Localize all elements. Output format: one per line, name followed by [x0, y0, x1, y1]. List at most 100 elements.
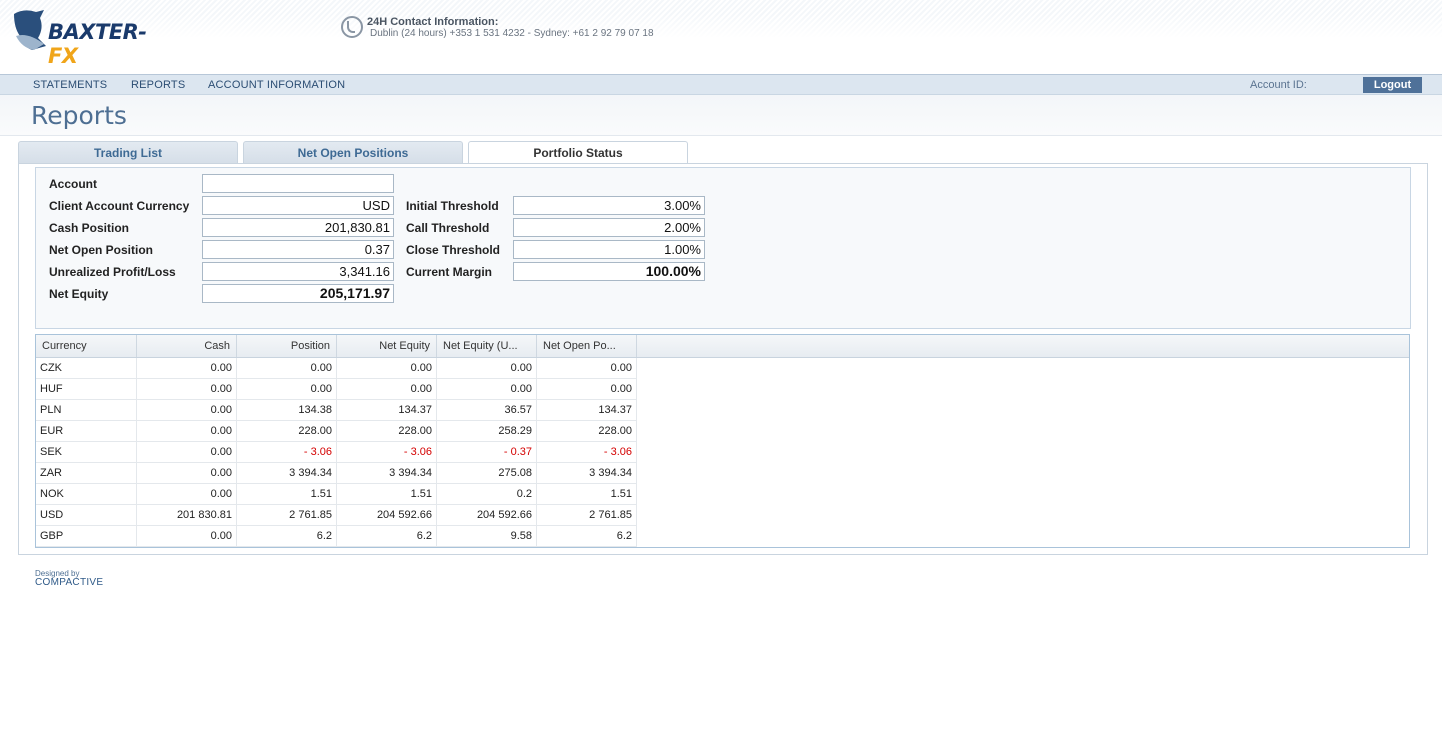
cell-net-equity: 3 394.34: [337, 463, 437, 484]
cell-position: 0.00: [237, 358, 337, 379]
cell-position: 6.2: [237, 526, 337, 547]
initial-threshold-field[interactable]: 3.00%: [513, 196, 705, 215]
cell-cash: 0.00: [137, 442, 237, 463]
cell-currency: USD: [36, 505, 137, 526]
cell-net-equity-usd: 258.29: [437, 421, 537, 442]
account-field[interactable]: [202, 174, 394, 193]
cell-cash: 0.00: [137, 358, 237, 379]
net-open-position-field[interactable]: 0.37: [202, 240, 394, 259]
cell-net-open-position: 0.00: [537, 379, 637, 400]
cell-cash: 0.00: [137, 526, 237, 547]
kangaroo-logo-icon: [14, 10, 46, 50]
main-nav: STATEMENTS REPORTS ACCOUNT INFORMATION A…: [0, 74, 1442, 95]
table-row[interactable]: CZK 0.00 0.00 0.00 0.00 0.00: [36, 358, 637, 379]
currency-grid: Currency Cash Position Net Equity Net Eq…: [35, 334, 1410, 548]
table-row[interactable]: HUF 0.00 0.00 0.00 0.00 0.00: [36, 379, 637, 400]
title-band: Reports: [0, 95, 1442, 136]
cell-net-equity-usd: 9.58: [437, 526, 537, 547]
cell-net-open-position: 2 761.85: [537, 505, 637, 526]
account-label: Account: [49, 177, 97, 191]
call-threshold-label: Call Threshold: [406, 221, 490, 235]
cell-net-equity: 0.00: [337, 358, 437, 379]
footer-designed-by: Designed by: [35, 569, 80, 578]
cell-currency: CZK: [36, 358, 137, 379]
table-row[interactable]: USD 201 830.81 2 761.85 204 592.66 204 592.6…: [36, 505, 637, 526]
account-id-label: Account ID:: [1250, 79, 1307, 91]
cell-net-open-position: 1.51: [537, 484, 637, 505]
column-header-net-equity[interactable]: Net Equity: [337, 335, 437, 357]
current-margin-label: Current Margin: [406, 265, 493, 279]
cell-currency: HUF: [36, 379, 137, 400]
tab-net-open-positions[interactable]: Net Open Positions: [243, 141, 463, 164]
cell-net-open-position: 228.00: [537, 421, 637, 442]
cell-cash: 0.00: [137, 400, 237, 421]
tab-portfolio-status[interactable]: Portfolio Status: [468, 141, 688, 165]
column-header-net-equity-usd[interactable]: Net Equity (U...: [437, 335, 537, 357]
cell-currency: PLN: [36, 400, 137, 421]
cell-position: 3 394.34: [237, 463, 337, 484]
column-header-cash[interactable]: Cash: [137, 335, 237, 357]
cell-net-equity-usd: 0.00: [437, 358, 537, 379]
cell-currency: ZAR: [36, 463, 137, 484]
cell-net-equity: 228.00: [337, 421, 437, 442]
cell-net-equity: - 3.06: [337, 442, 437, 463]
table-row[interactable]: GBP 0.00 6.2 6.2 9.58 6.2: [36, 526, 637, 547]
net-equity-label: Net Equity: [49, 287, 109, 301]
table-row[interactable]: ZAR 0.00 3 394.34 3 394.34 275.08 3 394.34: [36, 463, 637, 484]
logo[interactable]: BAXTER-FX: [10, 6, 170, 68]
client-account-currency-field[interactable]: USD: [202, 196, 394, 215]
phone-icon: [341, 16, 363, 38]
cell-net-open-position: 6.2: [537, 526, 637, 547]
cell-net-equity-usd: - 0.37: [437, 442, 537, 463]
cell-position: 0.00: [237, 379, 337, 400]
cell-position: 2 761.85: [237, 505, 337, 526]
cell-net-equity: 0.00: [337, 379, 437, 400]
cell-net-equity: 204 592.66: [337, 505, 437, 526]
table-row[interactable]: NOK 0.00 1.51 1.51 0.2 1.51: [36, 484, 637, 505]
cash-position-field[interactable]: 201,830.81: [202, 218, 394, 237]
nav-item-account-information[interactable]: ACCOUNT INFORMATION: [208, 79, 346, 91]
table-row[interactable]: PLN 0.00 134.38 134.37 36.57 134.37: [36, 400, 637, 421]
cell-cash: 0.00: [137, 421, 237, 442]
cell-net-equity-usd: 275.08: [437, 463, 537, 484]
cell-currency: SEK: [36, 442, 137, 463]
table-row[interactable]: EUR 0.00 228.00 228.00 258.29 228.00: [36, 421, 637, 442]
contact-numbers: Dublin (24 hours) +353 1 531 4232 - Sydn…: [370, 28, 654, 39]
tab-trading-list[interactable]: Trading List: [18, 141, 238, 164]
cell-position: 134.38: [237, 400, 337, 421]
cell-net-open-position: 3 394.34: [537, 463, 637, 484]
current-margin-field[interactable]: 100.00%: [513, 262, 705, 281]
column-header-currency[interactable]: Currency: [36, 335, 137, 357]
cell-net-equity: 1.51: [337, 484, 437, 505]
cell-currency: GBP: [36, 526, 137, 547]
cell-position: - 3.06: [237, 442, 337, 463]
footer-brand-link[interactable]: COMPACTIVE: [35, 577, 104, 588]
net-equity-field[interactable]: 205,171.97: [202, 284, 394, 303]
cell-net-equity-usd: 0.2: [437, 484, 537, 505]
cell-net-open-position: 134.37: [537, 400, 637, 421]
cell-net-open-position: - 3.06: [537, 442, 637, 463]
cell-net-equity-usd: 0.00: [437, 379, 537, 400]
unrealized-profit-loss-field[interactable]: 3,341.16: [202, 262, 394, 281]
column-header-position[interactable]: Position: [237, 335, 337, 357]
unrealized-profit-loss-label: Unrealized Profit/Loss: [49, 265, 176, 279]
call-threshold-field[interactable]: 2.00%: [513, 218, 705, 237]
cell-net-equity-usd: 36.57: [437, 400, 537, 421]
header: BAXTER-FX 24H Contact Information: Dubli…: [0, 0, 1442, 74]
page-title: Reports: [31, 101, 127, 130]
initial-threshold-label: Initial Threshold: [406, 199, 499, 213]
close-threshold-field[interactable]: 1.00%: [513, 240, 705, 259]
cell-net-equity-usd: 204 592.66: [437, 505, 537, 526]
net-open-position-label: Net Open Position: [49, 243, 154, 257]
cell-currency: EUR: [36, 421, 137, 442]
cell-cash: 0.00: [137, 463, 237, 484]
logout-button[interactable]: Logout: [1363, 77, 1422, 93]
column-header-net-open-position[interactable]: Net Open Po...: [537, 335, 637, 357]
table-row[interactable]: SEK 0.00- 3.06- 3.06- 0.37- 3.06: [36, 442, 637, 463]
cell-position: 1.51: [237, 484, 337, 505]
grid-header: Currency Cash Position Net Equity Net Eq…: [36, 335, 1409, 358]
header-background: [0, 14, 1442, 74]
cash-position-label: Cash Position: [49, 221, 130, 235]
nav-item-statements[interactable]: STATEMENTS: [33, 79, 108, 91]
nav-item-reports[interactable]: REPORTS: [131, 79, 186, 91]
